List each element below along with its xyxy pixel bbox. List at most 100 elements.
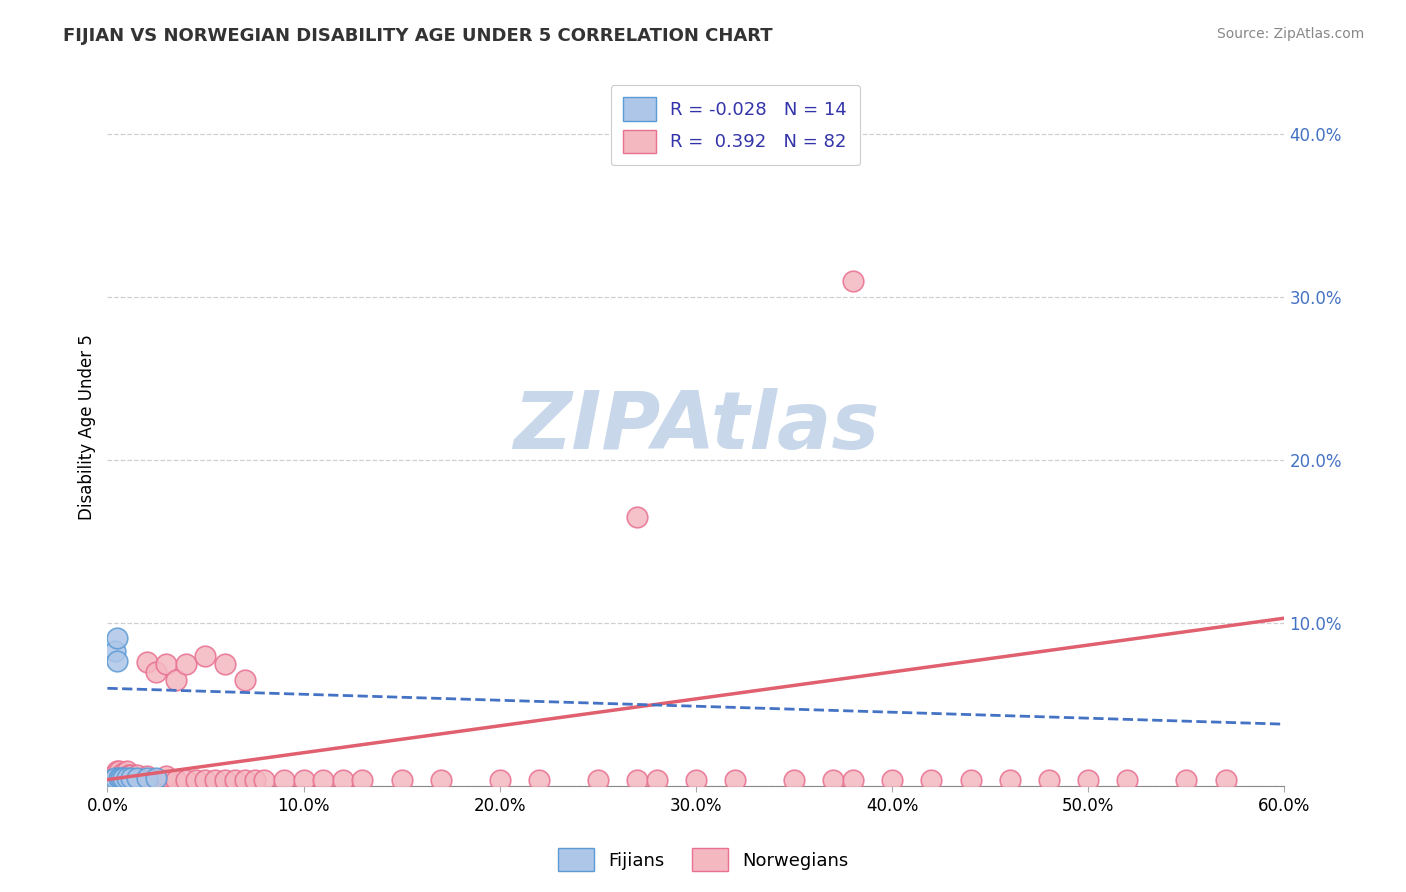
Point xyxy=(115,772,138,787)
Point xyxy=(920,772,942,787)
Text: Source: ZipAtlas.com: Source: ZipAtlas.com xyxy=(1216,27,1364,41)
Point xyxy=(430,772,453,787)
Point xyxy=(155,769,177,783)
Point xyxy=(1116,772,1139,787)
Point xyxy=(115,764,138,779)
Point xyxy=(204,772,226,787)
Point xyxy=(842,274,865,288)
Point xyxy=(135,771,157,785)
Point xyxy=(273,772,295,787)
Point xyxy=(312,772,335,787)
Point xyxy=(880,772,903,787)
Point xyxy=(1215,772,1237,787)
Point xyxy=(233,772,256,787)
Point xyxy=(823,772,845,787)
Point xyxy=(115,769,138,783)
Point xyxy=(120,772,142,787)
Point xyxy=(224,772,246,787)
Point xyxy=(233,673,256,687)
Point xyxy=(586,772,609,787)
Point xyxy=(165,673,187,687)
Text: FIJIAN VS NORWEGIAN DISABILITY AGE UNDER 5 CORRELATION CHART: FIJIAN VS NORWEGIAN DISABILITY AGE UNDER… xyxy=(63,27,773,45)
Point xyxy=(1038,772,1060,787)
Point xyxy=(118,768,141,782)
Point xyxy=(110,768,132,782)
Point xyxy=(135,772,157,787)
Point xyxy=(100,772,122,787)
Point xyxy=(626,772,648,787)
Legend: R = -0.028   N = 14, R =  0.392   N = 82: R = -0.028 N = 14, R = 0.392 N = 82 xyxy=(610,85,859,165)
Point xyxy=(131,772,153,787)
Point xyxy=(125,772,148,787)
Point xyxy=(194,772,217,787)
Point xyxy=(105,654,128,668)
Point xyxy=(110,772,132,787)
Point xyxy=(103,772,125,787)
Point xyxy=(332,772,354,787)
Point xyxy=(108,772,131,787)
Point xyxy=(145,772,167,787)
Point xyxy=(145,771,167,785)
Point xyxy=(842,772,865,787)
Point xyxy=(108,771,131,785)
Point xyxy=(114,772,136,787)
Point xyxy=(112,772,135,787)
Point xyxy=(103,769,125,783)
Point xyxy=(292,772,315,787)
Point xyxy=(998,772,1021,787)
Point xyxy=(391,772,413,787)
Point xyxy=(104,768,127,782)
Point xyxy=(104,644,127,658)
Legend: Fijians, Norwegians: Fijians, Norwegians xyxy=(550,841,856,879)
Point xyxy=(253,772,276,787)
Point xyxy=(1077,772,1099,787)
Point xyxy=(135,769,157,783)
Point xyxy=(724,772,747,787)
Point xyxy=(129,772,152,787)
Point xyxy=(783,772,806,787)
Point xyxy=(352,772,374,787)
Point xyxy=(184,772,207,787)
Point xyxy=(214,657,236,671)
Point xyxy=(105,772,128,787)
Point xyxy=(115,771,138,785)
Point xyxy=(122,772,145,787)
Point xyxy=(243,772,266,787)
Point xyxy=(114,769,136,783)
Point xyxy=(174,657,197,671)
Point xyxy=(108,764,131,779)
Point xyxy=(120,768,142,782)
Point xyxy=(112,766,135,780)
Point xyxy=(959,772,981,787)
Point xyxy=(685,772,707,787)
Y-axis label: Disability Age Under 5: Disability Age Under 5 xyxy=(79,334,96,520)
Point xyxy=(139,772,162,787)
Point xyxy=(120,771,142,785)
Point xyxy=(128,772,150,787)
Point xyxy=(105,631,128,645)
Point xyxy=(645,772,668,787)
Point xyxy=(103,772,125,787)
Point xyxy=(145,665,167,679)
Point xyxy=(110,771,132,785)
Point xyxy=(194,648,217,663)
Point xyxy=(135,655,157,669)
Point xyxy=(527,772,550,787)
Point xyxy=(100,772,122,787)
Point xyxy=(165,772,187,787)
Point xyxy=(488,772,510,787)
Point xyxy=(155,657,177,671)
Text: ZIPAtlas: ZIPAtlas xyxy=(513,388,879,467)
Point xyxy=(108,769,131,783)
Point xyxy=(1175,772,1198,787)
Point xyxy=(105,769,128,783)
Point xyxy=(626,510,648,524)
Point xyxy=(125,768,148,782)
Point xyxy=(104,771,127,785)
Point xyxy=(112,771,135,785)
Point xyxy=(105,764,128,779)
Point xyxy=(104,772,127,787)
Point xyxy=(214,772,236,787)
Point xyxy=(174,772,197,787)
Point xyxy=(125,771,148,785)
